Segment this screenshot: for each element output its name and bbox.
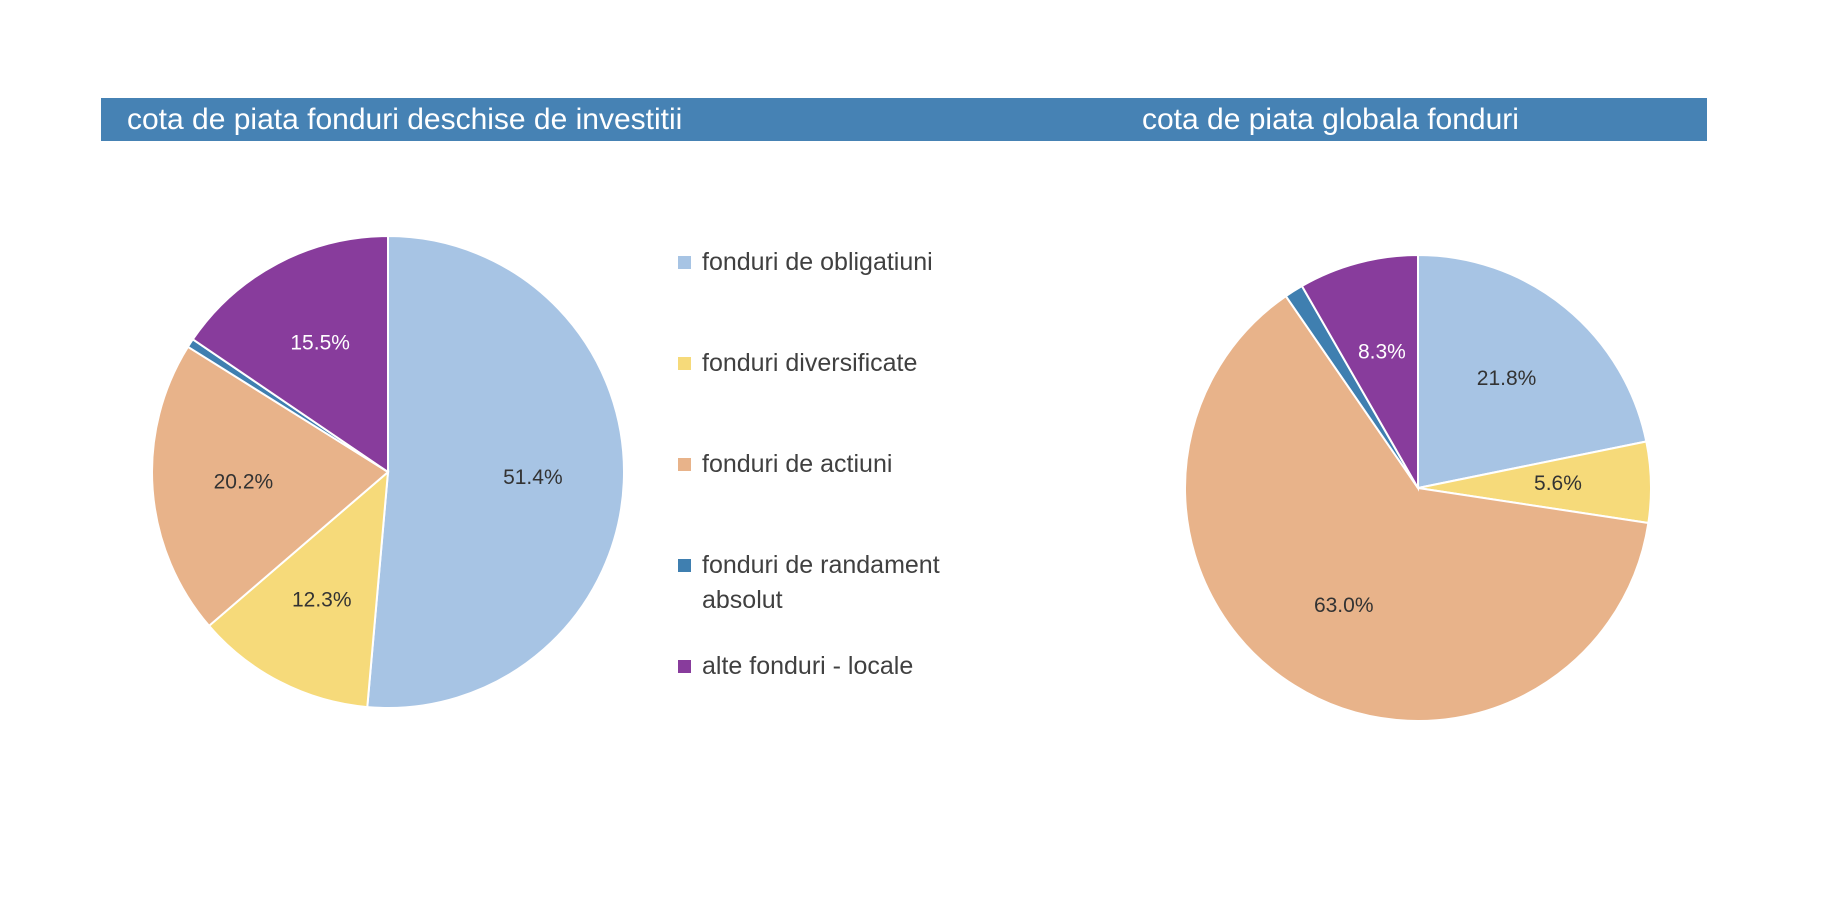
left-pie-data-label-diversificate: 12.3% [292, 589, 352, 612]
legend-label: alte fonduri - locale [702, 652, 914, 680]
legend-label: fonduri diversificate [702, 349, 918, 377]
legend-swatch [678, 559, 691, 572]
chart-title-left: cota de piata fonduri deschise de invest… [127, 103, 683, 136]
chart-title-right: cota de piata globala fonduri [1142, 103, 1519, 136]
legend-swatch [678, 458, 691, 471]
left-pie-slice-actiuni [151, 345, 390, 628]
left-pie-data-label-alte-fonduri-locale: 15.5% [290, 331, 350, 354]
left-pie-data-label-obligatiuni: 51.4% [503, 466, 563, 489]
right-pie-data-label-actiuni: 63.0% [1314, 594, 1374, 617]
right-pie-data-label-diversificate: 5.6% [1534, 472, 1582, 495]
right-pie-slice-actiuni [1184, 294, 1650, 722]
right-pie-slice-alte-fonduri-locale [1300, 253, 1419, 492]
legend-label: fonduri de obligatiuni [702, 248, 933, 276]
right-pie-data-label-obligatiuni: 21.8% [1477, 367, 1537, 390]
legend-swatch [678, 660, 691, 673]
legend-swatch [678, 256, 691, 269]
left-pie-slice-alte-fonduri-locale [191, 234, 389, 474]
legend-label: fonduri de actiuni [702, 450, 893, 478]
title-bar [101, 98, 1707, 141]
right-pie-data-label-alte-fonduri-locale: 8.3% [1358, 340, 1406, 363]
left-pie-data-label-actiuni: 20.2% [214, 470, 274, 493]
legend-swatch [678, 357, 691, 370]
legend-label: fonduri de randament absolut [702, 551, 940, 614]
right-pie-slice-obligatiuni [1417, 253, 1648, 490]
left-pie-slice-obligatiuni [366, 234, 625, 709]
left-pie-slice-diversificate [207, 469, 390, 709]
